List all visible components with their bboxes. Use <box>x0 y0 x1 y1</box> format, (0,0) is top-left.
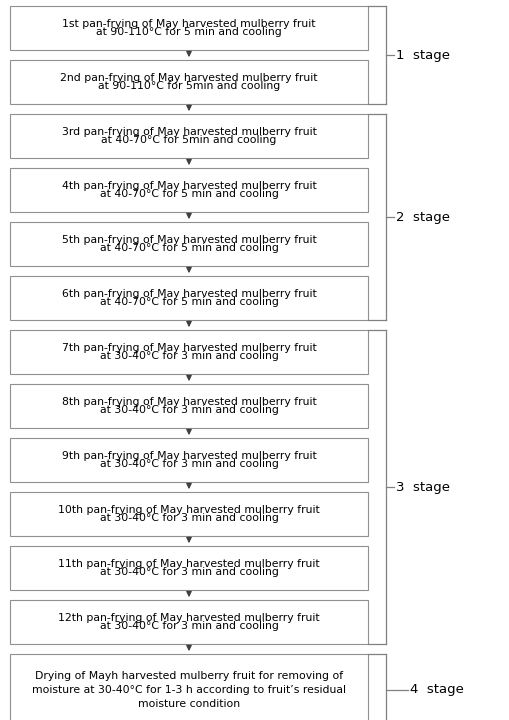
Text: at 30-40°C for 3 min and cooling: at 30-40°C for 3 min and cooling <box>99 405 278 415</box>
Text: at 40-70°C for 5 min and cooling: at 40-70°C for 5 min and cooling <box>99 297 278 307</box>
Text: at 30-40°C for 3 min and cooling: at 30-40°C for 3 min and cooling <box>99 351 278 361</box>
Text: at 30-40°C for 3 min and cooling: at 30-40°C for 3 min and cooling <box>99 621 278 631</box>
FancyBboxPatch shape <box>10 330 367 374</box>
Text: at 90-110°C for 5 min and cooling: at 90-110°C for 5 min and cooling <box>96 27 281 37</box>
FancyBboxPatch shape <box>10 384 367 428</box>
Text: 4th pan-frying of May harvested mulberry fruit: 4th pan-frying of May harvested mulberry… <box>62 181 316 191</box>
FancyBboxPatch shape <box>10 6 367 50</box>
Text: at 40-70°C for 5 min and cooling: at 40-70°C for 5 min and cooling <box>99 189 278 199</box>
Text: moisture condition: moisture condition <box>137 699 240 709</box>
Text: 11th pan-frying of May harvested mulberry fruit: 11th pan-frying of May harvested mulberr… <box>58 559 319 569</box>
FancyBboxPatch shape <box>10 222 367 266</box>
Text: 1st pan-frying of May harvested mulberry fruit: 1st pan-frying of May harvested mulberry… <box>62 19 315 29</box>
Text: 12th pan-frying of May harvested mulberry fruit: 12th pan-frying of May harvested mulberr… <box>58 613 319 623</box>
Text: 3  stage: 3 stage <box>395 480 449 493</box>
Text: 9th pan-frying of May harvested mulberry fruit: 9th pan-frying of May harvested mulberry… <box>62 451 316 461</box>
Text: 3rd pan-frying of May harvested mulberry fruit: 3rd pan-frying of May harvested mulberry… <box>62 127 316 137</box>
Text: at 90-110°C for 5min and cooling: at 90-110°C for 5min and cooling <box>98 81 279 91</box>
Text: 8th pan-frying of May harvested mulberry fruit: 8th pan-frying of May harvested mulberry… <box>62 397 316 407</box>
FancyBboxPatch shape <box>10 276 367 320</box>
Text: at 30-40°C for 3 min and cooling: at 30-40°C for 3 min and cooling <box>99 567 278 577</box>
Text: 1  stage: 1 stage <box>395 48 449 61</box>
Text: 7th pan-frying of May harvested mulberry fruit: 7th pan-frying of May harvested mulberry… <box>62 343 316 353</box>
FancyBboxPatch shape <box>10 114 367 158</box>
Text: 6th pan-frying of May harvested mulberry fruit: 6th pan-frying of May harvested mulberry… <box>62 289 316 299</box>
Text: at 40-70°C for 5min and cooling: at 40-70°C for 5min and cooling <box>101 135 276 145</box>
Text: Drying of Mayh harvested mulberry fruit for removing of: Drying of Mayh harvested mulberry fruit … <box>35 671 343 681</box>
Text: at 40-70°C for 5 min and cooling: at 40-70°C for 5 min and cooling <box>99 243 278 253</box>
FancyBboxPatch shape <box>10 546 367 590</box>
FancyBboxPatch shape <box>10 654 367 720</box>
Text: at 30-40°C for 3 min and cooling: at 30-40°C for 3 min and cooling <box>99 459 278 469</box>
Text: moisture at 30-40°C for 1-3 h according to fruit’s residual: moisture at 30-40°C for 1-3 h according … <box>32 685 345 695</box>
Text: 2nd pan-frying of May harvested mulberry fruit: 2nd pan-frying of May harvested mulberry… <box>60 73 317 83</box>
FancyBboxPatch shape <box>10 600 367 644</box>
FancyBboxPatch shape <box>10 60 367 104</box>
FancyBboxPatch shape <box>10 438 367 482</box>
FancyBboxPatch shape <box>10 492 367 536</box>
Text: 4  stage: 4 stage <box>409 683 463 696</box>
Text: 2  stage: 2 stage <box>395 210 449 223</box>
Text: at 30-40°C for 3 min and cooling: at 30-40°C for 3 min and cooling <box>99 513 278 523</box>
Text: 5th pan-frying of May harvested mulberry fruit: 5th pan-frying of May harvested mulberry… <box>62 235 316 245</box>
FancyBboxPatch shape <box>10 168 367 212</box>
Text: 10th pan-frying of May harvested mulberry fruit: 10th pan-frying of May harvested mulberr… <box>58 505 319 515</box>
